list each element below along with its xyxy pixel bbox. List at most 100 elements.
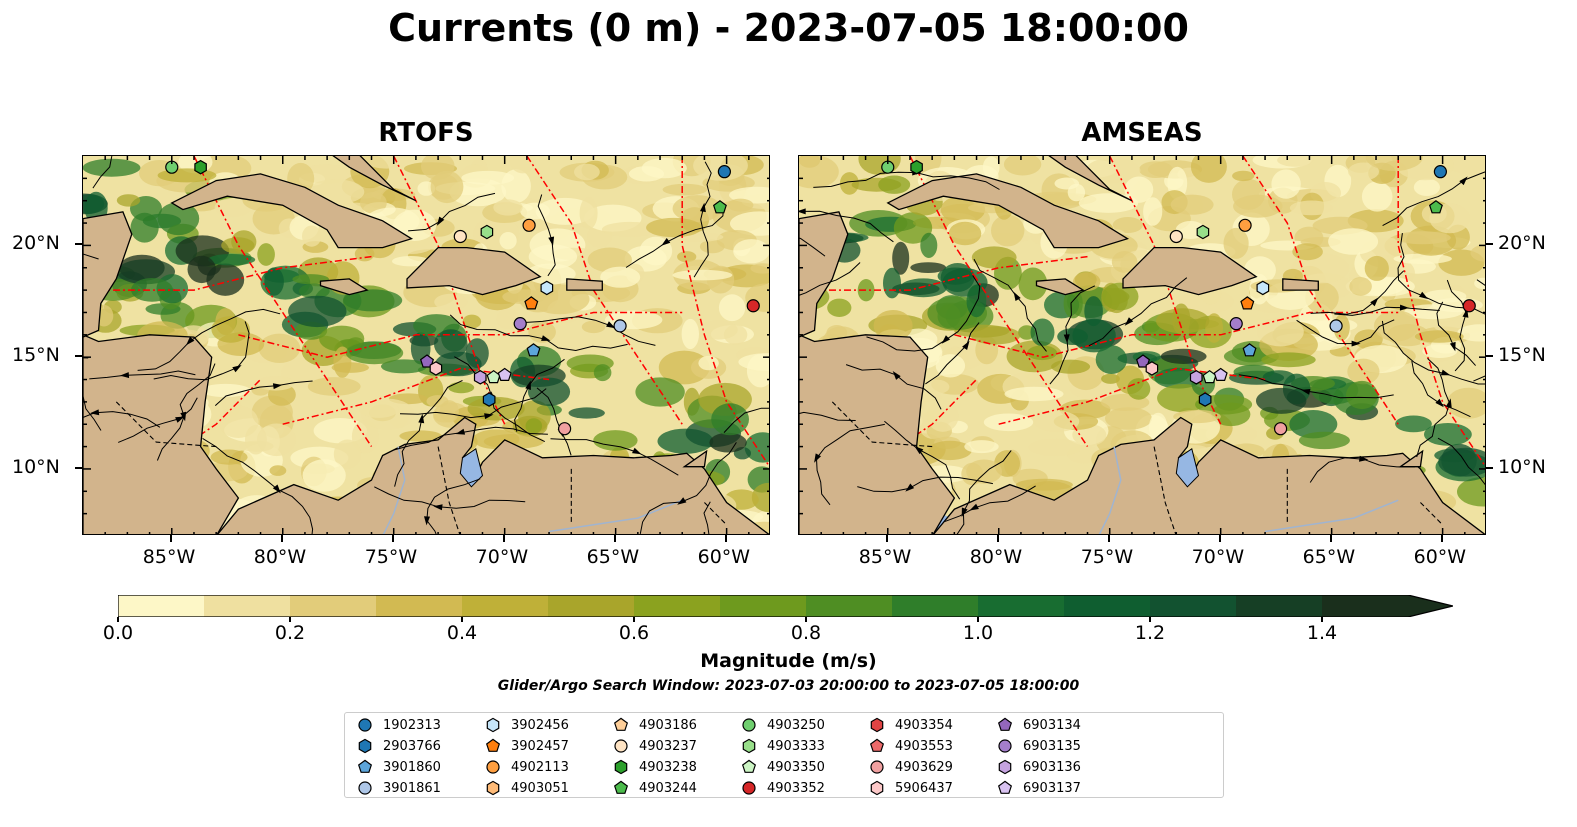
legend-item-4903553: 4903553	[869, 737, 953, 755]
lon-tick-label: 80°W	[969, 546, 1023, 568]
legend-item-1902313: 1902313	[357, 716, 441, 734]
colorbar-extend-arrow	[1408, 595, 1453, 617]
colorbar-bin	[978, 595, 1065, 617]
legend-marker-2903766	[358, 738, 372, 754]
legend-item-4903352: 4903352	[741, 779, 825, 797]
lat-major-tick	[1486, 243, 1493, 246]
lake-maracaibo	[1175, 447, 1200, 488]
lon-major-tick	[613, 535, 616, 542]
legend-marker-4903333	[742, 738, 756, 754]
float-4902113-marker	[522, 218, 536, 232]
colorbar-tick-label: 0.8	[790, 622, 822, 644]
lake-maracaibo	[459, 447, 484, 488]
map-ticks	[799, 156, 1485, 534]
amseas-map	[798, 155, 1486, 535]
float-4903237-marker	[453, 229, 467, 244]
colorbar-tick-label: 1.2	[1134, 622, 1166, 644]
legend-marker-6903136	[998, 759, 1012, 775]
legend-label: 6903134	[1023, 717, 1081, 733]
float-4903333-marker	[1196, 224, 1210, 240]
float-4903629-marker	[558, 422, 572, 436]
lon-tick-label: 60°W	[697, 546, 751, 568]
legend-item-2903766: 2903766	[357, 737, 441, 755]
legend-marker-1902313	[358, 718, 372, 732]
colorbar-bin	[720, 595, 807, 617]
float-6903137-marker	[1213, 367, 1228, 381]
float-legend: 1902313 2903766 3901860 3901861 3902456 39024…	[344, 712, 1224, 798]
legend-label: 6903136	[1023, 759, 1081, 775]
search-window-text: Glider/Argo Search Window: 2023-07-03 20…	[497, 678, 1080, 694]
float-4903629-marker	[1274, 422, 1288, 436]
float-3901860-marker	[526, 343, 541, 357]
float-6903134-marker	[1135, 354, 1151, 368]
colorbar-bin	[462, 595, 549, 617]
legend-item-3902457: 3902457	[485, 737, 569, 755]
legend-item-3901860: 3901860	[357, 758, 441, 776]
legend-marker-6903137	[997, 780, 1013, 794]
colorbar	[118, 595, 1453, 617]
legend-marker-4903354	[870, 717, 884, 733]
float-2903766-marker	[482, 392, 496, 407]
float-4903238-marker	[910, 159, 923, 175]
lon-major-tick	[996, 535, 999, 542]
float-3902456-marker	[1256, 280, 1270, 296]
float-4903244-marker	[712, 200, 727, 214]
lat-major-tick	[75, 466, 82, 469]
legend-item-4903238: 4903238	[613, 758, 697, 776]
map-ticks	[83, 156, 769, 534]
colorbar-tick-label: 0.4	[446, 622, 478, 644]
float-6903135-marker	[1229, 317, 1243, 331]
legend-item-4903051: 4903051	[485, 779, 569, 797]
legend-item-6903134: 6903134	[997, 716, 1081, 734]
legend-item-4903237: 4903237	[613, 737, 697, 755]
colorbar-bin	[1236, 595, 1323, 617]
lon-tick-label: 75°W	[1080, 546, 1134, 568]
legend-marker-3902457	[485, 738, 501, 752]
float-markers	[165, 159, 760, 436]
colorbar-bin	[806, 595, 893, 617]
legend-label: 6903135	[1023, 738, 1081, 754]
legend-marker-4903244	[613, 780, 629, 794]
legend-marker-6903134	[997, 717, 1013, 731]
lon-major-tick	[724, 535, 727, 542]
legend-label: 3901860	[383, 759, 441, 775]
colorbar-tick-label: 1.0	[962, 622, 994, 644]
float-4903352-marker	[1462, 299, 1476, 313]
float-2903766-marker	[1198, 392, 1212, 407]
lon-major-tick	[1107, 535, 1110, 542]
float-5906437-marker	[429, 361, 443, 376]
colorbar-bin	[1064, 595, 1151, 617]
legend-label: 4903629	[895, 759, 953, 775]
legend-label: 1902313	[383, 717, 441, 733]
float-4903238-marker	[194, 159, 207, 175]
lon-major-tick	[391, 535, 394, 542]
float-3902457-marker	[1240, 296, 1255, 310]
legend-marker-4903352	[742, 781, 756, 795]
lon-tick-label: 80°W	[253, 546, 307, 568]
legend-label: 3901861	[383, 780, 441, 796]
lat-major-tick	[1486, 355, 1493, 358]
float-3901860-marker	[1242, 343, 1257, 357]
lon-major-tick	[1329, 535, 1332, 542]
legend-marker-4903553	[869, 738, 885, 752]
float-4903237-marker	[1169, 229, 1183, 244]
colorbar-bin	[118, 595, 205, 617]
float-6903134-marker	[419, 354, 435, 368]
legend-label: 4903051	[511, 780, 569, 796]
lat-tick-label: 15°N	[1498, 344, 1546, 367]
colorbar-tick-label: 0.2	[274, 622, 306, 644]
lat-major-tick	[75, 355, 82, 358]
legend-item-4903333: 4903333	[741, 737, 825, 755]
float-4902113-marker	[1238, 218, 1252, 232]
float-1902313-marker	[1433, 165, 1447, 179]
lat-major-tick	[1486, 466, 1493, 469]
country-borders	[115, 401, 727, 534]
float-6903136-marker	[1189, 370, 1203, 385]
colorbar-bin	[1322, 595, 1409, 617]
legend-marker-4903238	[614, 759, 628, 775]
legend-item-4902113: 4902113	[485, 758, 569, 776]
colorbar-tick-label: 1.4	[1306, 622, 1338, 644]
legend-item-6903135: 6903135	[997, 737, 1081, 755]
lon-major-tick	[1218, 535, 1221, 542]
legend-marker-4903629	[870, 760, 884, 774]
